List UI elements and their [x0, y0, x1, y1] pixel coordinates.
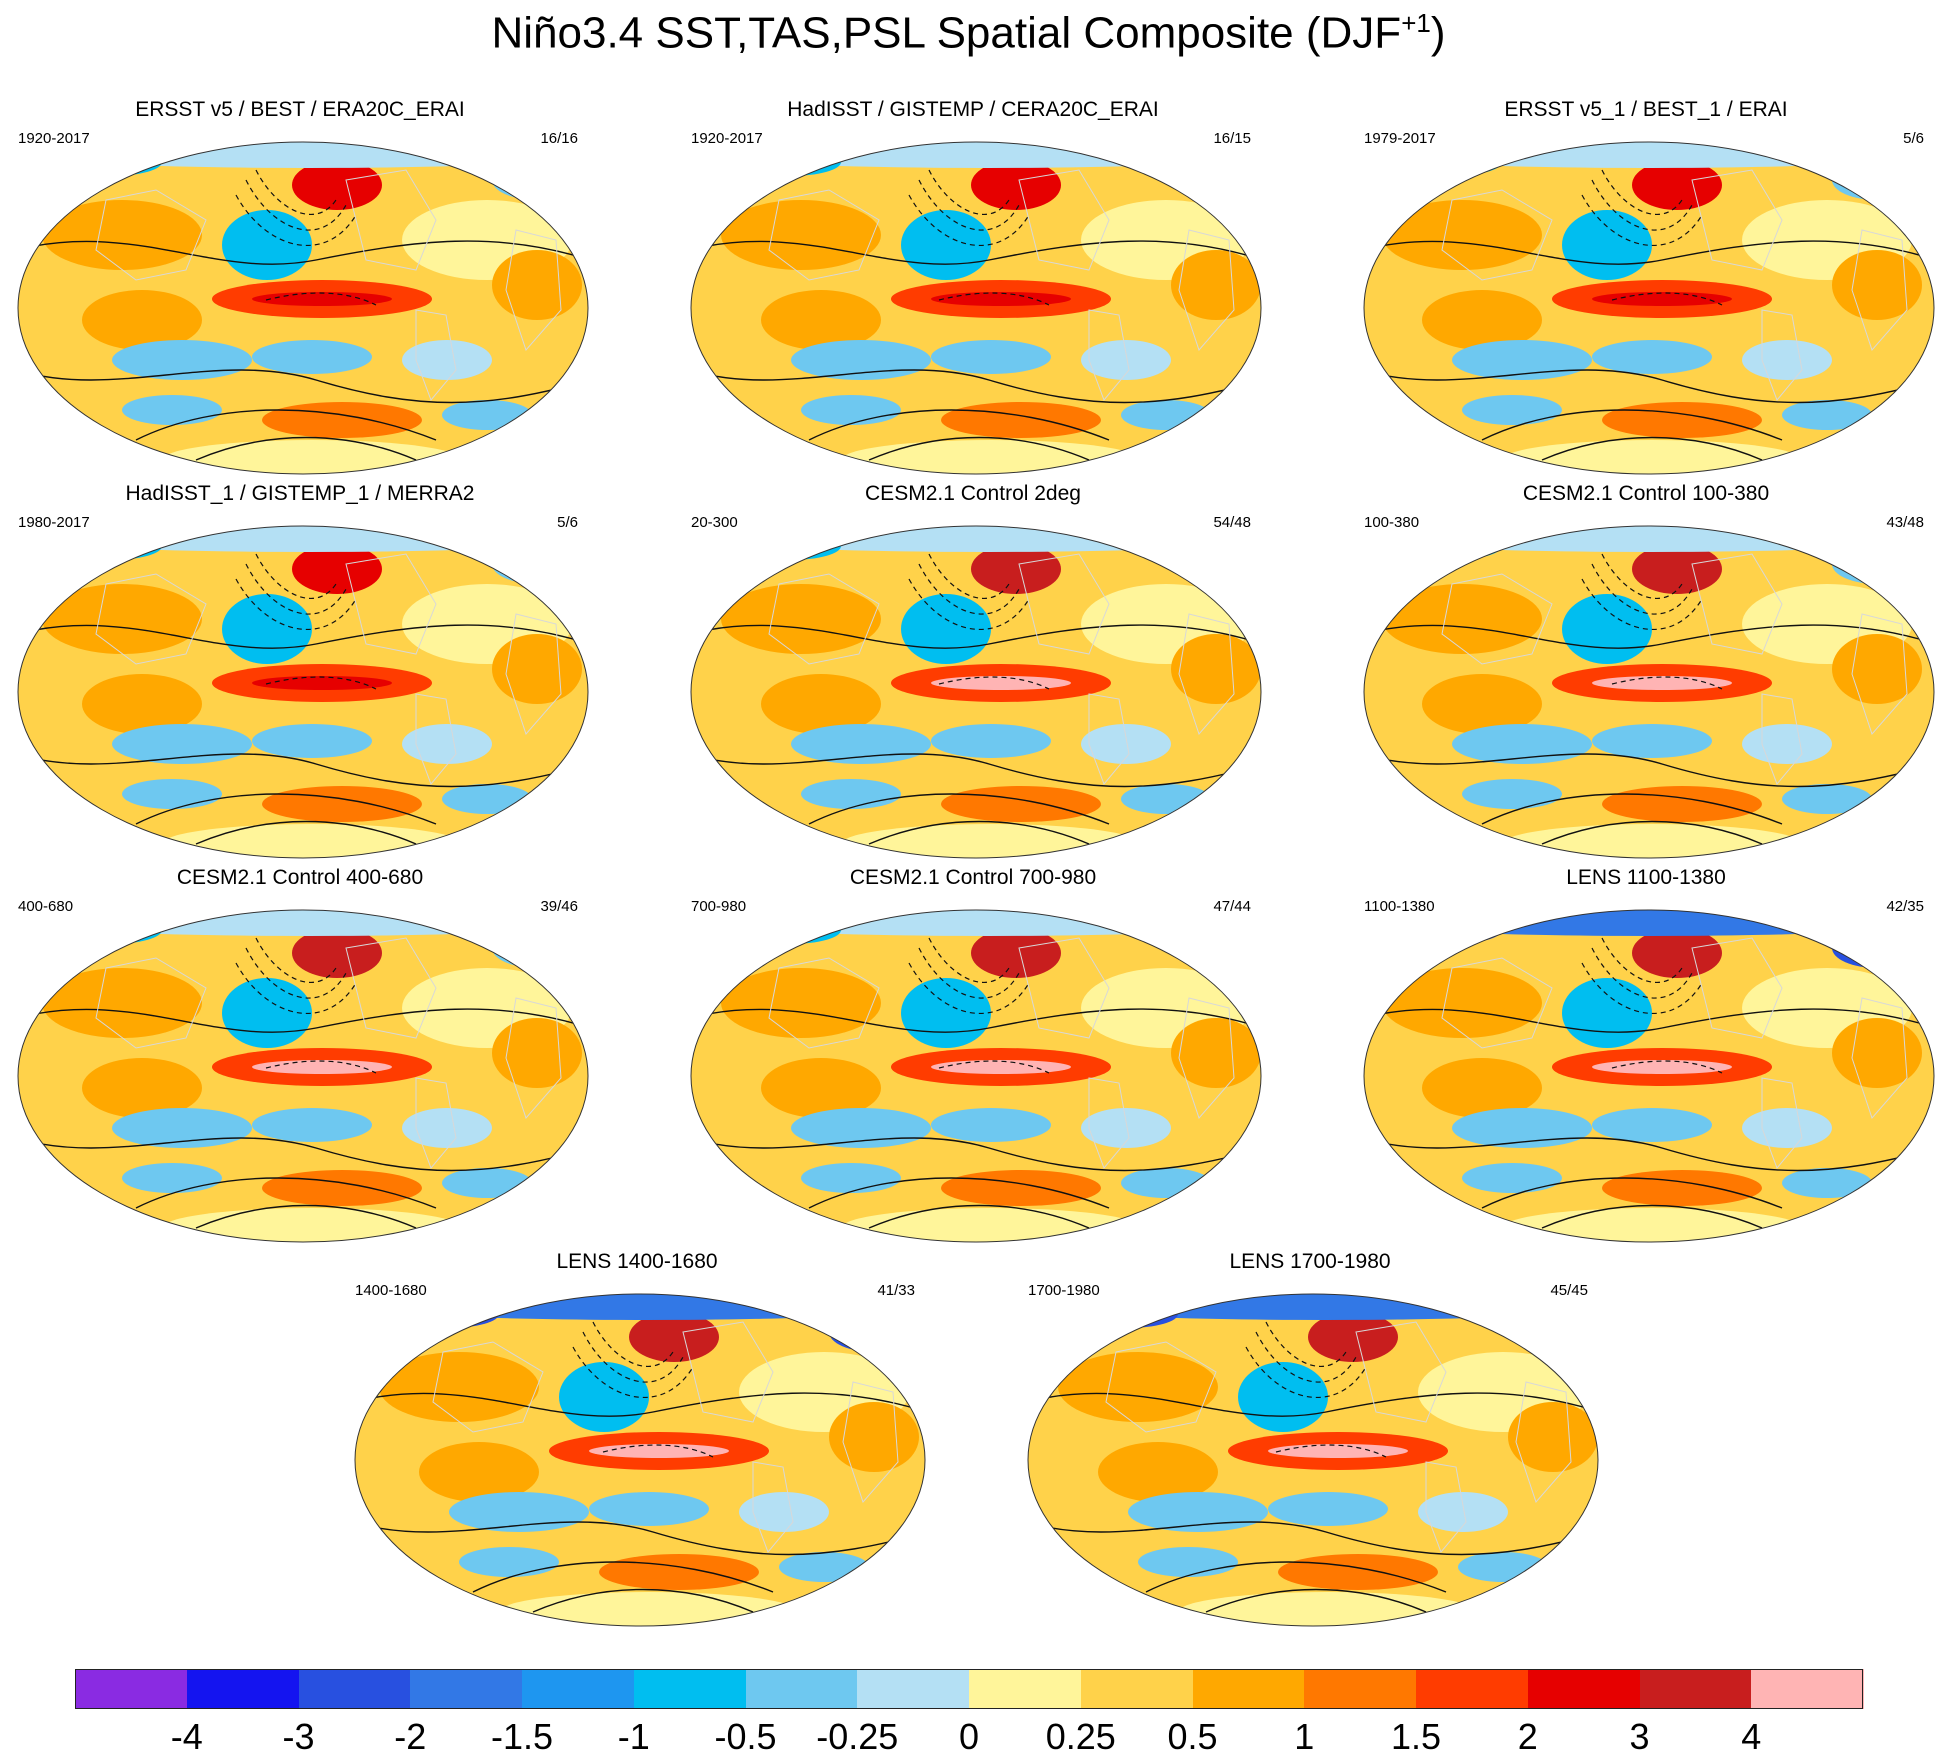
figure-title: Niño3.4 SST,TAS,PSL Spatial Composite (D… [491, 8, 1446, 58]
panel-years: 1979-2017 [1364, 130, 1436, 147]
panel-title: ERSST v5_1 / BEST_1 / ERAI [1504, 98, 1788, 121]
colorbar-tick-label: 1.5 [1390, 1716, 1442, 1757]
map-panel: CESM2.1 Control 700-980 700-980 47/44 [683, 866, 1263, 1246]
panel-title: CESM2.1 Control 100-380 [1522, 482, 1770, 505]
colorbar-tick-label: 0.25 [1045, 1716, 1116, 1757]
panel-title: HadISST / GISTEMP / CERA20C_ERAI [787, 98, 1159, 121]
panel-count: 16/16 [540, 130, 578, 147]
panel-count: 41/33 [877, 1282, 915, 1299]
composite-map [690, 141, 1262, 475]
panel-count: 45/45 [1550, 1282, 1588, 1299]
colorbar-segment [1527, 1669, 1640, 1709]
colorbar-tick-label: 2 [1517, 1716, 1538, 1757]
panel-title: LENS 1100-1380 [1566, 866, 1726, 889]
colorbar-segment [1639, 1669, 1752, 1709]
panel-title: LENS 1400-1680 [556, 1250, 718, 1273]
panel-years: 20-300 [691, 514, 738, 531]
panel-count: 47/44 [1213, 898, 1251, 915]
panel-count: 43/48 [1886, 514, 1924, 531]
panel-count: 5/6 [557, 514, 578, 531]
colorbar-tick-label: -2 [394, 1716, 427, 1757]
panel-years: 1920-2017 [18, 130, 90, 147]
colorbar [75, 1669, 1864, 1709]
map-panel: LENS 1700-1980 1700-1980 45/45 [1020, 1250, 1600, 1630]
panel-years: 1980-2017 [18, 514, 90, 531]
composite-map [1363, 525, 1935, 859]
map-panel: ERSST v5 / BEST / ERA20C_ERAI 1920-2017 16… [10, 98, 590, 478]
panel-years: 1700-1980 [1028, 1282, 1100, 1299]
colorbar-tick-label: 0 [958, 1716, 980, 1757]
colorbar-segment [1751, 1669, 1864, 1709]
panel-title: ERSST v5 / BEST / ERA20C_ERAI [135, 98, 465, 121]
composite-map [17, 909, 589, 1243]
panel-count: 39/46 [540, 898, 578, 915]
colorbar-segment [633, 1669, 746, 1709]
panel-title: LENS 1700-1980 [1229, 1250, 1391, 1273]
panel-count: 42/35 [1886, 898, 1924, 915]
panel-title: HadISST_1 / GISTEMP_1 / MERRA2 [125, 482, 475, 505]
panel-years: 100-380 [1364, 514, 1420, 531]
map-panel: HadISST_1 / GISTEMP_1 / MERRA2 1980-2017 5… [10, 482, 590, 862]
map-panel: HadISST / GISTEMP / CERA20C_ERAI 1920-201… [683, 98, 1263, 478]
colorbar-tick-label: 1 [1294, 1716, 1315, 1757]
colorbar-segment [298, 1669, 411, 1709]
panel-years: 400-680 [18, 898, 74, 915]
panel-count: 54/48 [1213, 514, 1251, 531]
map-panel: CESM2.1 Control 400-680 400-680 39/46 [10, 866, 590, 1246]
colorbar-tick-label: -0.5 [714, 1716, 777, 1757]
colorbar-tick-label: -0.25 [816, 1716, 899, 1757]
colorbar-tick-label: -4 [170, 1716, 203, 1757]
colorbar-segment [186, 1669, 299, 1709]
colorbar-tick-label: 0.5 [1167, 1716, 1218, 1757]
composite-map [690, 525, 1262, 859]
colorbar-segment [1304, 1669, 1417, 1709]
colorbar-segment [410, 1669, 523, 1709]
panel-title: CESM2.1 Control 2deg [865, 482, 1081, 505]
colorbar-tick-label: -3 [282, 1716, 315, 1757]
colorbar-frame [75, 1669, 1863, 1709]
colorbar-segment [1080, 1669, 1193, 1709]
colorbar-segment [1416, 1669, 1529, 1709]
map-panel: CESM2.1 Control 100-380 100-380 43/48 [1356, 482, 1936, 862]
map-panel: CESM2.1 Control 2deg 20-300 54/48 [683, 482, 1263, 862]
colorbar-segment [745, 1669, 858, 1709]
composite-map [690, 909, 1262, 1243]
panel-title: CESM2.1 Control 400-680 [176, 866, 424, 889]
colorbar-segment [75, 1669, 188, 1709]
colorbar-tick-label: 3 [1629, 1716, 1650, 1757]
composite-map [17, 525, 589, 859]
panel-years: 700-980 [691, 898, 747, 915]
colorbar-segment [857, 1669, 970, 1709]
colorbar-tick-label: 4 [1741, 1716, 1762, 1757]
composite-map [1363, 909, 1935, 1243]
composite-map [17, 141, 589, 475]
map-panel: LENS 1100-1380 1100-1380 42/35 [1356, 866, 1936, 1246]
panel-years: 1400-1680 [355, 1282, 427, 1299]
map-panel: LENS 1400-1680 1400-1680 41/33 [347, 1250, 927, 1630]
panel-title: CESM2.1 Control 700-980 [849, 866, 1097, 889]
panel-count: 5/6 [1903, 130, 1924, 147]
colorbar-segment [522, 1669, 635, 1709]
composite-map [354, 1293, 926, 1627]
colorbar-segment [969, 1669, 1082, 1709]
composite-map [1027, 1293, 1599, 1627]
composite-map [1363, 141, 1935, 475]
panel-years: 1920-2017 [691, 130, 763, 147]
colorbar-segment [1192, 1669, 1305, 1709]
panel-count: 16/15 [1213, 130, 1251, 147]
colorbar-tick-label: -1 [617, 1716, 650, 1757]
map-panel: ERSST v5_1 / BEST_1 / ERAI 1979-2017 5/6 [1356, 98, 1936, 478]
colorbar-tick-label: -1.5 [490, 1716, 554, 1757]
panel-years: 1100-1380 [1364, 898, 1435, 915]
